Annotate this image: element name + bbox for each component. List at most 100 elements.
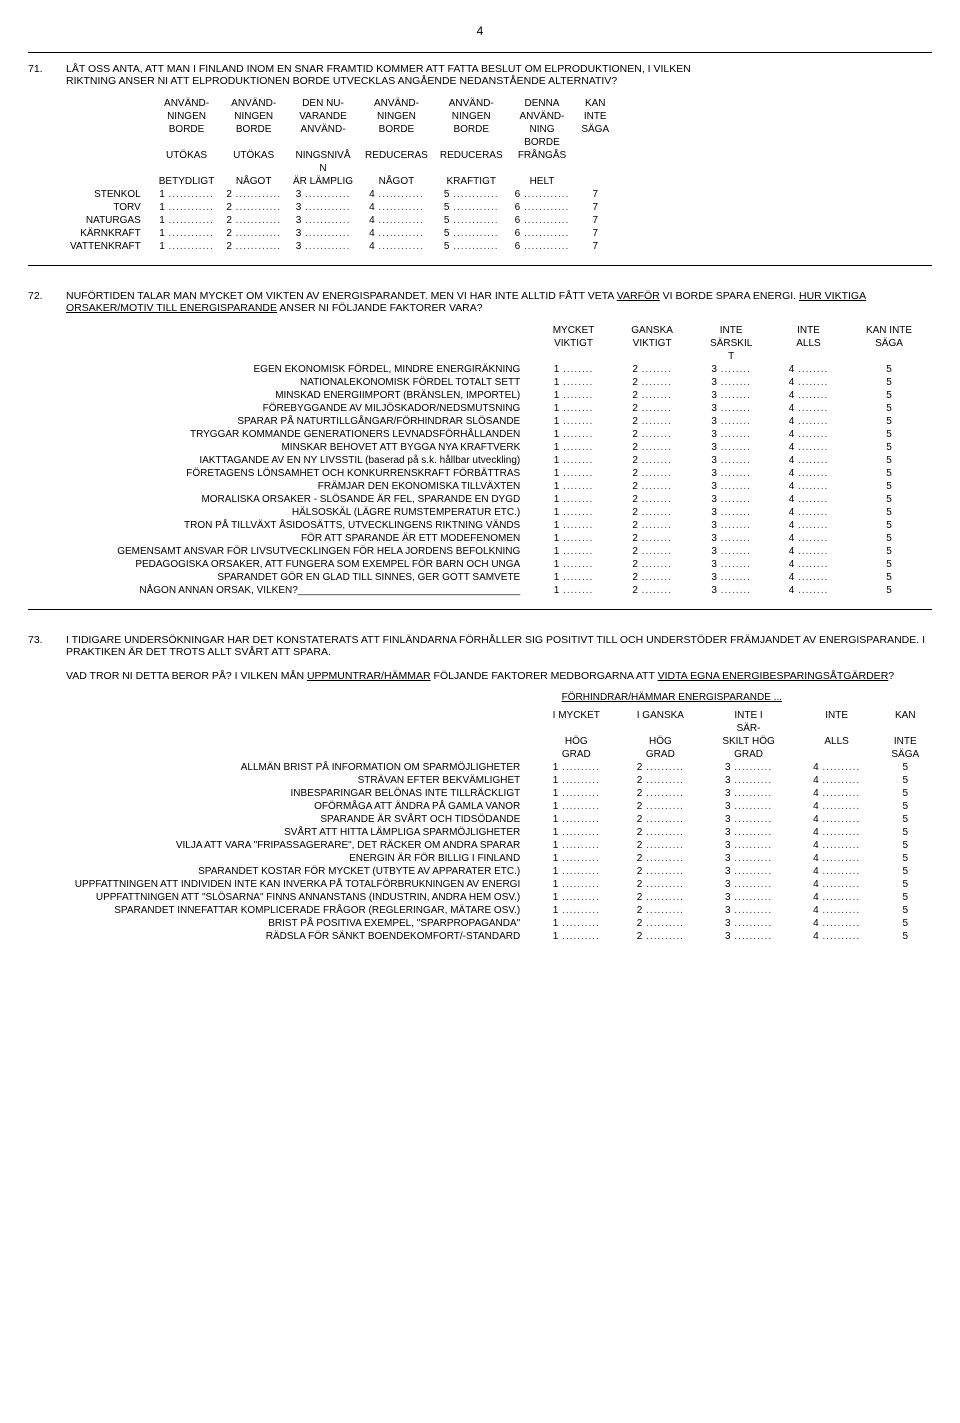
value-cell[interactable]: 5 xyxy=(879,813,932,826)
value-cell[interactable]: 2 ........ xyxy=(613,493,692,506)
value-cell[interactable]: 2 .......... xyxy=(618,813,702,826)
value-cell[interactable]: 3 .......... xyxy=(702,774,794,787)
value-cell[interactable]: 2 .......... xyxy=(618,865,702,878)
value-cell[interactable]: 1 ........ xyxy=(534,480,613,493)
value-cell[interactable]: 3 ........ xyxy=(691,506,771,519)
value-cell[interactable]: 4 ........ xyxy=(771,493,846,506)
value-cell[interactable]: 3 ........ xyxy=(691,584,771,597)
value-cell[interactable]: 2 .......... xyxy=(618,839,702,852)
value-cell[interactable]: 4 ........ xyxy=(771,519,846,532)
value-cell[interactable]: 1 ........ xyxy=(534,363,613,376)
value-cell[interactable]: 3 .......... xyxy=(702,826,794,839)
value-cell[interactable]: 3 ........ xyxy=(691,363,771,376)
value-cell[interactable]: 4 ........ xyxy=(771,389,846,402)
value-cell[interactable]: 5 xyxy=(846,415,932,428)
value-cell[interactable]: 4 ........ xyxy=(771,428,846,441)
value-cell[interactable]: 2 ........ xyxy=(613,402,692,415)
value-cell[interactable]: 5 xyxy=(846,376,932,389)
value-cell[interactable]: 4 .......... xyxy=(795,787,879,800)
value-cell[interactable]: 1 .......... xyxy=(534,800,618,813)
value-cell[interactable]: 3 .......... xyxy=(702,800,794,813)
value-cell[interactable]: 3 .......... xyxy=(702,891,794,904)
value-cell[interactable]: 3 .......... xyxy=(702,787,794,800)
value-cell[interactable]: 4 ........ xyxy=(771,480,846,493)
value-cell[interactable]: 3 ........ xyxy=(691,428,771,441)
value-cell[interactable]: 2 ........ xyxy=(613,376,692,389)
value-cell[interactable]: 5 xyxy=(879,865,932,878)
q71-value-cell[interactable]: 3 ............ xyxy=(287,240,359,253)
q71-value-cell[interactable]: 3 ............ xyxy=(287,188,359,201)
value-cell[interactable]: 5 xyxy=(846,519,932,532)
value-cell[interactable]: 5 xyxy=(846,493,932,506)
value-cell[interactable]: 1 ........ xyxy=(534,454,613,467)
value-cell[interactable]: 2 ........ xyxy=(613,363,692,376)
value-cell[interactable]: 2 ........ xyxy=(613,415,692,428)
q71-value-cell[interactable]: 2 ............ xyxy=(220,227,287,240)
value-cell[interactable]: 4 ........ xyxy=(771,441,846,454)
value-cell[interactable]: 1 ........ xyxy=(534,545,613,558)
value-cell[interactable]: 1 .......... xyxy=(534,774,618,787)
value-cell[interactable]: 1 ........ xyxy=(534,493,613,506)
value-cell[interactable]: 1 ........ xyxy=(534,376,613,389)
value-cell[interactable]: 2 ........ xyxy=(613,545,692,558)
value-cell[interactable]: 4 .......... xyxy=(795,761,879,774)
value-cell[interactable]: 1 .......... xyxy=(534,813,618,826)
q71-value-cell[interactable]: 6 ............ xyxy=(509,240,576,253)
q71-value-cell[interactable]: 4 ............ xyxy=(359,227,434,240)
q71-value-cell[interactable]: 2 ............ xyxy=(220,201,287,214)
value-cell[interactable]: 1 ........ xyxy=(534,415,613,428)
value-cell[interactable]: 5 xyxy=(846,558,932,571)
q71-value-cell[interactable]: 7 xyxy=(575,214,615,227)
value-cell[interactable]: 1 .......... xyxy=(534,904,618,917)
q71-value-cell[interactable]: 2 ............ xyxy=(220,188,287,201)
value-cell[interactable]: 1 ........ xyxy=(534,571,613,584)
value-cell[interactable]: 1 .......... xyxy=(534,878,618,891)
value-cell[interactable]: 3 ........ xyxy=(691,467,771,480)
value-cell[interactable]: 5 xyxy=(879,917,932,930)
value-cell[interactable]: 1 ........ xyxy=(534,467,613,480)
value-cell[interactable]: 2 ........ xyxy=(613,532,692,545)
value-cell[interactable]: 4 .......... xyxy=(795,891,879,904)
value-cell[interactable]: 3 .......... xyxy=(702,865,794,878)
value-cell[interactable]: 4 ........ xyxy=(771,415,846,428)
value-cell[interactable]: 3 .......... xyxy=(702,878,794,891)
value-cell[interactable]: 2 ........ xyxy=(613,441,692,454)
value-cell[interactable]: 5 xyxy=(879,826,932,839)
value-cell[interactable]: 1 ........ xyxy=(534,402,613,415)
q71-value-cell[interactable]: 4 ............ xyxy=(359,188,434,201)
value-cell[interactable]: 2 .......... xyxy=(618,917,702,930)
value-cell[interactable]: 4 .......... xyxy=(795,917,879,930)
value-cell[interactable]: 3 ........ xyxy=(691,558,771,571)
value-cell[interactable]: 5 xyxy=(846,363,932,376)
value-cell[interactable]: 1 ........ xyxy=(534,428,613,441)
value-cell[interactable]: 4 ........ xyxy=(771,571,846,584)
value-cell[interactable]: 3 ........ xyxy=(691,532,771,545)
value-cell[interactable]: 5 xyxy=(879,839,932,852)
q71-value-cell[interactable]: 1 ............ xyxy=(153,201,221,214)
value-cell[interactable]: 1 ........ xyxy=(534,506,613,519)
value-cell[interactable]: 5 xyxy=(846,454,932,467)
value-cell[interactable]: 3 .......... xyxy=(702,852,794,865)
value-cell[interactable]: 1 ........ xyxy=(534,519,613,532)
value-cell[interactable]: 1 ........ xyxy=(534,389,613,402)
value-cell[interactable]: 1 ........ xyxy=(534,584,613,597)
value-cell[interactable]: 4 .......... xyxy=(795,930,879,943)
value-cell[interactable]: 4 ........ xyxy=(771,467,846,480)
value-cell[interactable]: 4 ........ xyxy=(771,545,846,558)
value-cell[interactable]: 1 .......... xyxy=(534,917,618,930)
value-cell[interactable]: 2 ........ xyxy=(613,584,692,597)
value-cell[interactable]: 3 .......... xyxy=(702,930,794,943)
q71-value-cell[interactable]: 4 ............ xyxy=(359,201,434,214)
value-cell[interactable]: 4 ........ xyxy=(771,402,846,415)
value-cell[interactable]: 1 .......... xyxy=(534,826,618,839)
q71-value-cell[interactable]: 7 xyxy=(575,201,615,214)
value-cell[interactable]: 4 ........ xyxy=(771,506,846,519)
value-cell[interactable]: 5 xyxy=(879,852,932,865)
value-cell[interactable]: 2 .......... xyxy=(618,852,702,865)
q71-value-cell[interactable]: 6 ............ xyxy=(509,188,576,201)
value-cell[interactable]: 5 xyxy=(846,506,932,519)
value-cell[interactable]: 5 xyxy=(846,571,932,584)
q71-value-cell[interactable]: 4 ............ xyxy=(359,240,434,253)
value-cell[interactable]: 5 xyxy=(879,878,932,891)
q71-value-cell[interactable]: 7 xyxy=(575,227,615,240)
